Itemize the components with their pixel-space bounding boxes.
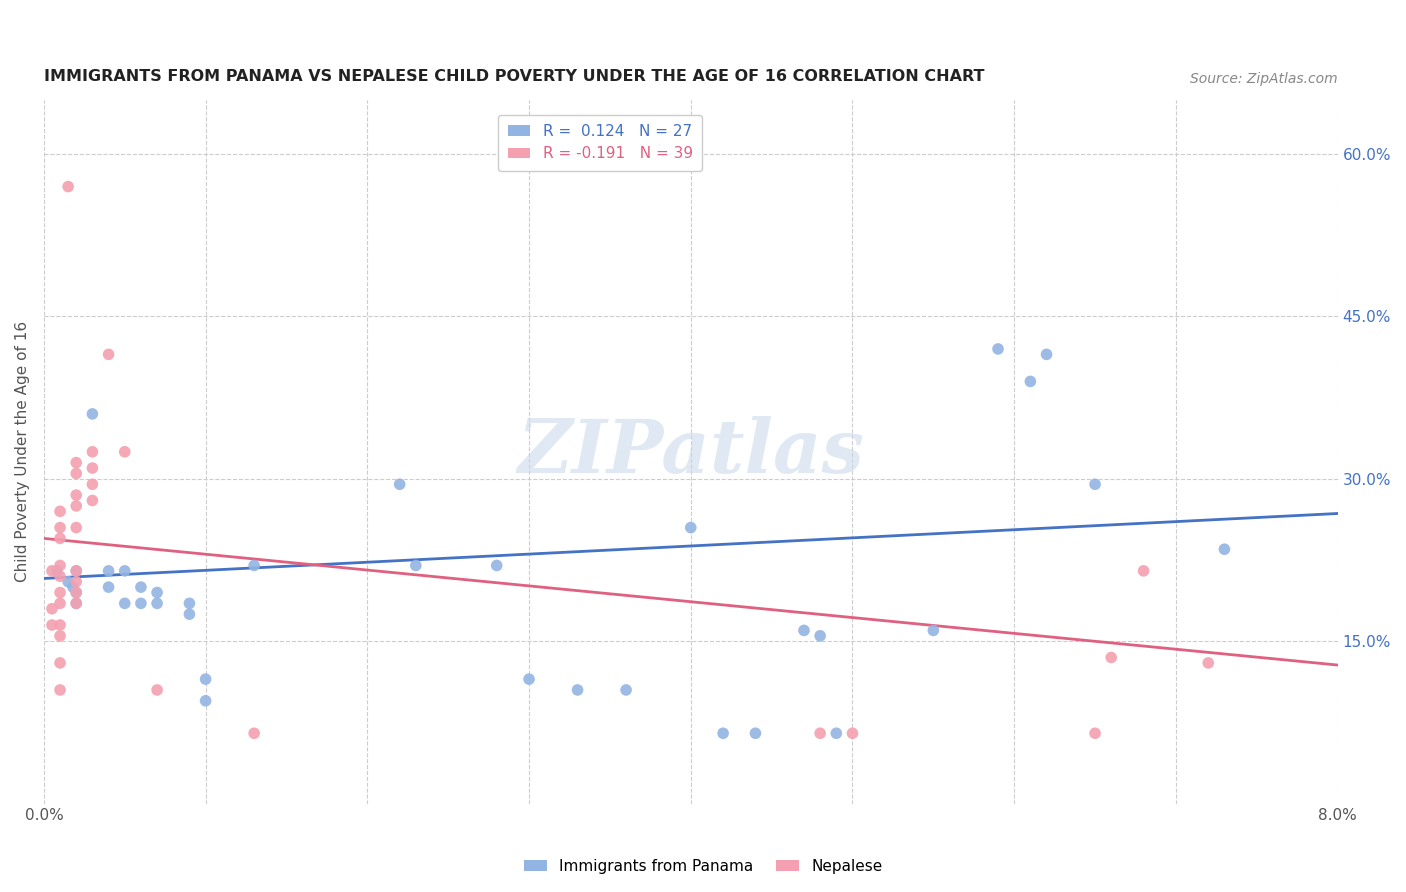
Point <box>41 618 63 632</box>
Point <box>388 477 411 491</box>
Text: IMMIGRANTS FROM PANAMA VS NEPALESE CHILD POVERTY UNDER THE AGE OF 16 CORRELATION: IMMIGRANTS FROM PANAMA VS NEPALESE CHILD… <box>44 69 984 84</box>
Point <box>808 726 831 740</box>
Legend: Immigrants from Panama, Nepalese: Immigrants from Panama, Nepalese <box>517 853 889 880</box>
Point <box>744 726 766 740</box>
Point <box>129 596 152 610</box>
Point <box>65 564 87 578</box>
Point <box>1197 656 1219 670</box>
Point <box>114 444 136 458</box>
Point <box>179 607 201 622</box>
Legend: R =  0.124   N = 27, R = -0.191   N = 39: R = 0.124 N = 27, R = -0.191 N = 39 <box>498 115 702 170</box>
Point <box>49 629 72 643</box>
Point <box>922 624 945 638</box>
Point <box>65 488 87 502</box>
Point <box>405 558 427 573</box>
Point <box>65 456 87 470</box>
Point <box>65 585 87 599</box>
Point <box>129 580 152 594</box>
Point <box>1035 347 1057 361</box>
Point <box>82 407 104 421</box>
Y-axis label: Child Poverty Under the Age of 16: Child Poverty Under the Age of 16 <box>15 321 30 582</box>
Point <box>49 520 72 534</box>
Point <box>82 493 104 508</box>
Text: ZIPatlas: ZIPatlas <box>517 416 865 488</box>
Point <box>808 629 831 643</box>
Point <box>243 726 266 740</box>
Point <box>679 520 702 534</box>
Point <box>1084 726 1107 740</box>
Point <box>45 564 67 578</box>
Point <box>62 580 84 594</box>
Point <box>485 558 508 573</box>
Point <box>82 461 104 475</box>
Point <box>1099 650 1122 665</box>
Point <box>841 726 863 740</box>
Point <box>65 574 87 589</box>
Point <box>65 596 87 610</box>
Point <box>65 520 87 534</box>
Point <box>65 467 87 481</box>
Point <box>56 179 79 194</box>
Point <box>114 596 136 610</box>
Point <box>146 585 169 599</box>
Point <box>49 682 72 697</box>
Point <box>517 672 540 686</box>
Point <box>56 574 79 589</box>
Point <box>825 726 848 740</box>
Point <box>711 726 734 740</box>
Point <box>41 601 63 615</box>
Point <box>1084 477 1107 491</box>
Point <box>49 558 72 573</box>
Point <box>49 504 72 518</box>
Point <box>987 342 1010 356</box>
Point <box>567 682 589 697</box>
Point <box>793 624 815 638</box>
Point <box>49 532 72 546</box>
Point <box>146 596 169 610</box>
Point <box>97 564 120 578</box>
Point <box>49 656 72 670</box>
Point <box>49 618 72 632</box>
Point <box>1213 542 1236 557</box>
Text: Source: ZipAtlas.com: Source: ZipAtlas.com <box>1189 72 1337 86</box>
Point <box>82 444 104 458</box>
Point <box>65 499 87 513</box>
Point <box>82 477 104 491</box>
Point <box>49 585 72 599</box>
Point <box>65 564 87 578</box>
Point <box>49 569 72 583</box>
Point <box>97 347 120 361</box>
Point <box>194 694 217 708</box>
Point <box>65 585 87 599</box>
Point <box>41 564 63 578</box>
Point <box>146 682 169 697</box>
Point <box>49 596 72 610</box>
Point <box>1019 375 1042 389</box>
Point <box>614 682 637 697</box>
Point <box>97 580 120 594</box>
Point <box>114 564 136 578</box>
Point <box>194 672 217 686</box>
Point <box>65 596 87 610</box>
Point <box>243 558 266 573</box>
Point <box>1132 564 1154 578</box>
Point <box>179 596 201 610</box>
